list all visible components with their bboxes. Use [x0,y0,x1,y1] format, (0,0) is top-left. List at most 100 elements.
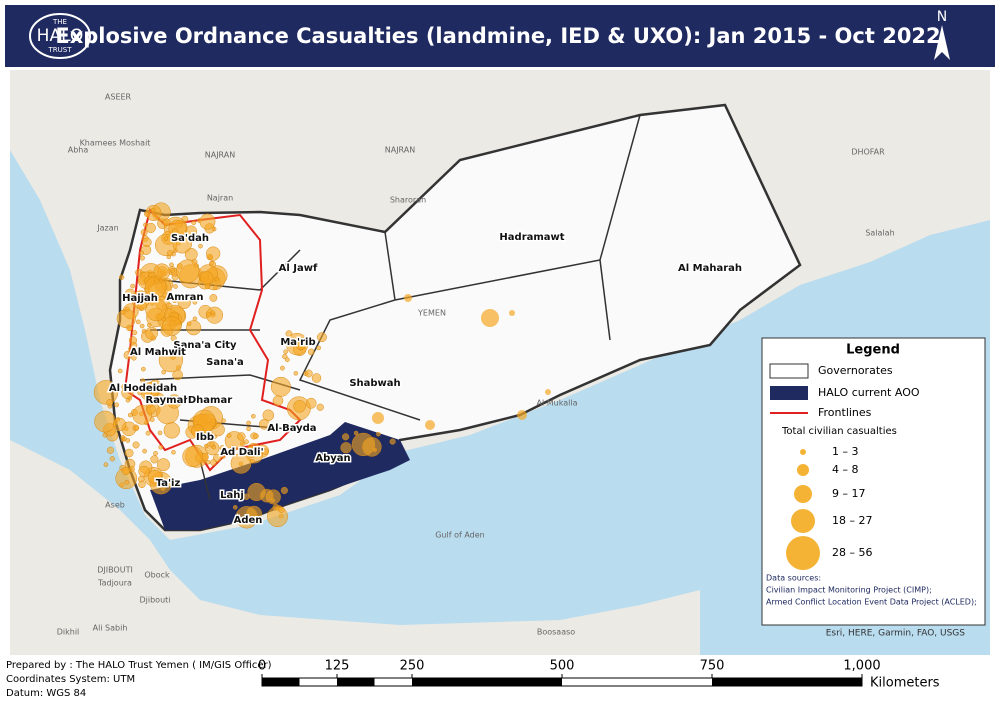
size-legend: 1 – 3 4 – 8 9 – 17 18 – 27 28 – 56 [786,445,873,570]
casualty-point [199,213,216,230]
casualty-point [304,369,313,378]
casualty-point [130,283,135,289]
scale-segment [412,678,562,686]
north-arrow [934,25,950,60]
place-label: Aden [234,515,263,526]
casualty-point [172,298,177,304]
place-label: Lahj [220,490,244,501]
place-label: Al Jawf [279,263,318,274]
casualty-point [169,262,174,268]
place-label-halo: Ibb [196,432,214,443]
casualty-point [123,350,133,360]
source: Civilian Impact Monitoring Project (CIMP… [766,586,932,595]
casualty-point [150,207,156,213]
casualty-point [132,424,140,432]
scale-label: 500 [550,659,575,674]
casualty-point [136,319,141,325]
casualty-point [389,438,396,445]
casualty-point [145,222,156,233]
casualty-point [517,410,527,420]
place-label: DHOFAR [851,148,885,157]
casualty-point [142,448,147,454]
casualty-point [138,465,150,478]
place-label-halo: Al Maharah [678,263,742,274]
casualty-point [258,418,270,430]
casualty-point [132,441,140,449]
scale-segment [712,678,862,686]
casualty-point [163,422,180,439]
casualty-point [145,326,158,340]
legend-swatch [769,363,809,379]
place-label: Ad Dali' [220,447,263,458]
casualty-point [173,284,178,289]
place-label: Abyan [315,453,350,464]
size-symbol [791,509,815,533]
casualty-point [362,437,382,457]
casualty-point [219,445,226,451]
casualty-point [126,324,133,332]
place-label: Dhamar [188,395,232,406]
casualty-point [293,371,299,376]
place-label-halo: Shabwah [349,378,400,389]
governorate-borders [139,114,641,501]
place-label-halo: Abyan [315,453,350,464]
casualty-point [171,227,179,235]
casualty-point [272,395,284,407]
place-label: Khamees Moshait [80,139,151,148]
casualty-point [282,353,288,360]
footer-line: Coordinates System: UTM [6,674,135,685]
casualty-point [270,376,291,397]
casualty-point [211,444,217,450]
casualty-point [106,446,115,454]
place-label: Gulf of Aden [435,531,485,540]
casualty-point [109,456,115,462]
legend-title: Legend [846,343,900,358]
casualty-point [198,243,203,249]
casualty-point [316,403,324,411]
casualty-point [262,448,269,455]
place-label: Shabwah [349,378,400,389]
casualty-point [139,250,144,256]
casualty-point [317,332,327,343]
casualty-point [121,436,127,442]
footer-line: Datum: WGS 84 [6,688,86,699]
casualty-points [93,202,551,529]
place-label-halo: Aden [234,515,263,526]
place-label: Al Mukalla [537,399,578,408]
place-label: Hadramawt [499,232,564,243]
place-label-halo: Sana'a City [173,340,237,351]
casualty-point [158,277,164,283]
size-symbol [794,485,812,503]
casualty-point [132,330,138,336]
casualty-point [103,462,109,467]
casualty-point [171,450,176,455]
casualty-point [156,458,170,472]
casualty-point [245,446,258,458]
casualty-point [192,299,198,305]
place-label: Amran [167,292,204,303]
scale-bar: 0 125 250 500 750 1,000 Kilometers [258,659,940,691]
casualty-point [139,323,145,329]
casualty-point [94,410,116,433]
casualty-point [353,430,359,436]
casualty-point [295,339,306,351]
casualty-point [251,413,256,419]
place-label-halo: Raymah [146,395,191,406]
legend-item: Governorates [818,364,893,377]
casualty-point [230,453,252,474]
place-label-halo: Hadramawt [499,232,564,243]
place-label-halo: Al Bayda [267,423,316,434]
casualty-point [128,336,138,345]
casualty-point [124,479,130,485]
place-label: YEMEN [417,309,446,318]
casualty-point [145,205,162,221]
casualty-point [246,426,251,432]
casualty-point [191,220,197,226]
place-label: Salalah [865,229,894,238]
casualty-point [162,292,168,298]
casualty-point [481,309,499,327]
place-label-halo: Dhamar [188,395,232,406]
size-symbol [786,536,820,570]
scale-label: 125 [325,659,350,674]
